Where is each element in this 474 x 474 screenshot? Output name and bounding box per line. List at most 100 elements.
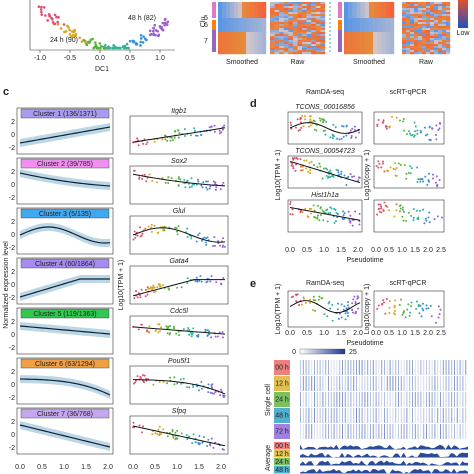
- heat-cell: [438, 4, 443, 7]
- heat-cell: [258, 2, 263, 5]
- heat-cell: [218, 44, 223, 47]
- heat-cell: [254, 28, 259, 31]
- heat-cell: [222, 10, 227, 13]
- cell-dot: [155, 181, 158, 184]
- heat-cell: [430, 26, 435, 29]
- heat-cell: [258, 40, 263, 43]
- cell-dot: [426, 183, 429, 186]
- cell-dot: [393, 215, 396, 218]
- heat-cell: [274, 36, 280, 39]
- cell-dot: [312, 298, 315, 301]
- time-label-box: [274, 360, 290, 375]
- cell-dot: [381, 162, 384, 165]
- coverage-stripe: [414, 408, 416, 423]
- heat-cell: [344, 48, 349, 51]
- cell-dot: [94, 41, 97, 44]
- heat-cell: [422, 46, 427, 49]
- heat-cell: [262, 4, 267, 7]
- heat-cell: [218, 2, 223, 5]
- gene-name: Sfpq: [172, 408, 187, 415]
- heat-cell: [434, 16, 439, 19]
- heat-cell: [234, 16, 239, 19]
- heat-cell: [292, 4, 298, 7]
- cell-dot: [357, 307, 360, 310]
- cell-dot: [290, 164, 293, 167]
- heat-cell: [434, 48, 439, 51]
- heat-cell: [410, 18, 415, 21]
- heat-cell: [262, 16, 267, 19]
- heat-cell: [377, 2, 382, 5]
- cell-dot: [138, 424, 141, 427]
- coverage-stripe: [342, 360, 343, 375]
- heat-cell: [422, 14, 427, 17]
- heat-cell: [218, 10, 223, 13]
- heat-cell: [279, 16, 284, 19]
- heat-cell: [414, 2, 419, 5]
- heat-cell: [344, 4, 349, 7]
- heat-cell: [402, 18, 407, 21]
- heat-cell: [442, 6, 447, 9]
- plot-frame: [373, 111, 445, 145]
- heat-cell: [270, 44, 275, 47]
- gene-name: TCONS_00054723: [295, 148, 355, 155]
- heat-cell: [262, 12, 267, 15]
- heat-cell: [262, 44, 267, 47]
- cell-dot: [148, 287, 151, 290]
- coverage-stripe: [442, 392, 444, 407]
- cell-dot: [298, 304, 301, 307]
- heat-cell: [414, 14, 419, 17]
- heat-cell: [230, 28, 235, 31]
- cell-dot: [205, 186, 208, 189]
- cell-dot: [157, 34, 160, 37]
- heat-cell: [279, 10, 284, 13]
- gene-curve: [132, 227, 226, 243]
- heat-cell: [377, 50, 382, 53]
- cell-dot: [334, 126, 337, 129]
- heat-cell: [246, 28, 251, 31]
- heat-cell: [288, 44, 294, 47]
- cell-dot: [195, 240, 198, 243]
- coverage-stripe: [300, 376, 301, 391]
- cell-dot: [208, 330, 211, 333]
- heat-cell: [274, 52, 280, 55]
- coverage-stripe: [423, 424, 425, 439]
- heat-cell: [306, 50, 312, 53]
- heat-cell: [315, 50, 321, 53]
- heat-cell: [442, 28, 447, 31]
- heat-cell: [297, 20, 303, 23]
- heat-cell: [373, 10, 378, 13]
- coverage-stripe: [300, 424, 301, 439]
- heat-cell: [402, 40, 407, 43]
- heat-cell: [422, 4, 427, 7]
- heat-cell: [426, 46, 431, 49]
- cell-dot: [198, 232, 201, 235]
- heat-cell: [292, 34, 298, 37]
- heat-cell: [218, 36, 223, 39]
- heat-cell: [381, 34, 386, 37]
- heat-cell: [348, 44, 353, 47]
- cell-dot: [421, 307, 424, 310]
- heat-cell: [438, 22, 443, 25]
- cell-dot: [399, 204, 402, 207]
- heat-cell: [364, 52, 370, 55]
- heat-cell: [292, 52, 298, 55]
- coverage-stripe: [367, 408, 369, 423]
- heat-cell: [246, 6, 251, 9]
- cell-dot: [148, 325, 151, 328]
- coverage-stripe: [406, 408, 408, 423]
- heat-cell: [274, 2, 280, 5]
- cell-dot: [208, 187, 211, 190]
- time-label: 24 h: [275, 396, 289, 403]
- cell-dot: [335, 168, 338, 171]
- heat-cell: [270, 6, 275, 9]
- heat-cell: [430, 52, 435, 55]
- heat-cell: [258, 28, 263, 31]
- cell-dot: [126, 46, 130, 50]
- coverage-stripe: [409, 360, 411, 375]
- heat-cell: [426, 2, 431, 5]
- coverage-stripe: [440, 424, 441, 439]
- cell-dot: [42, 6, 46, 9]
- cell-dot: [198, 279, 201, 282]
- heat-cell: [414, 40, 419, 43]
- heat-cell: [414, 48, 419, 51]
